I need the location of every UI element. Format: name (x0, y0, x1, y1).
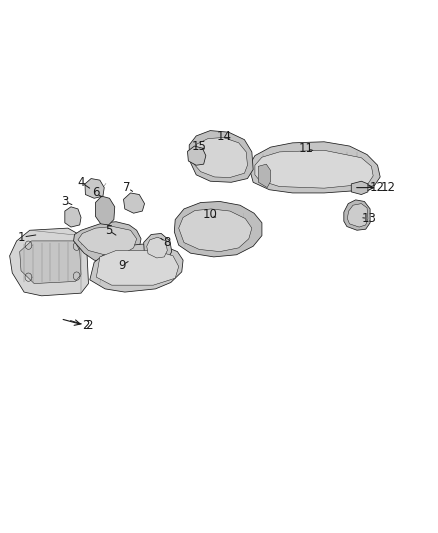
Polygon shape (10, 228, 88, 296)
Text: 12: 12 (381, 181, 396, 194)
Polygon shape (147, 237, 167, 258)
Polygon shape (78, 227, 137, 256)
Text: 5: 5 (105, 224, 112, 237)
Polygon shape (174, 201, 262, 257)
Polygon shape (85, 179, 104, 198)
Polygon shape (95, 196, 115, 225)
Polygon shape (344, 200, 370, 230)
Text: 10: 10 (203, 208, 218, 221)
Polygon shape (193, 138, 247, 177)
Polygon shape (124, 193, 145, 213)
Polygon shape (249, 142, 380, 193)
Polygon shape (96, 251, 179, 285)
Text: 7: 7 (123, 181, 131, 194)
Polygon shape (187, 146, 206, 165)
Text: 3: 3 (61, 195, 68, 208)
Polygon shape (179, 209, 252, 252)
Polygon shape (347, 204, 368, 227)
Text: 8: 8 (163, 236, 170, 249)
Polygon shape (144, 233, 172, 262)
Polygon shape (74, 222, 141, 264)
Text: 15: 15 (192, 140, 207, 152)
Polygon shape (65, 207, 81, 227)
Text: 2: 2 (81, 319, 89, 332)
Polygon shape (90, 244, 183, 292)
Polygon shape (189, 131, 253, 182)
Polygon shape (255, 150, 373, 188)
Polygon shape (351, 181, 368, 195)
Text: 2: 2 (85, 319, 93, 332)
Text: 1: 1 (18, 231, 26, 244)
Text: 14: 14 (217, 130, 232, 143)
Text: 6: 6 (92, 187, 99, 199)
Text: 11: 11 (299, 142, 314, 155)
Text: 12: 12 (370, 181, 385, 194)
Text: 4: 4 (77, 176, 85, 189)
Text: 9: 9 (118, 259, 126, 272)
Text: 13: 13 (361, 212, 376, 225)
Polygon shape (20, 241, 81, 284)
Polygon shape (258, 164, 271, 188)
